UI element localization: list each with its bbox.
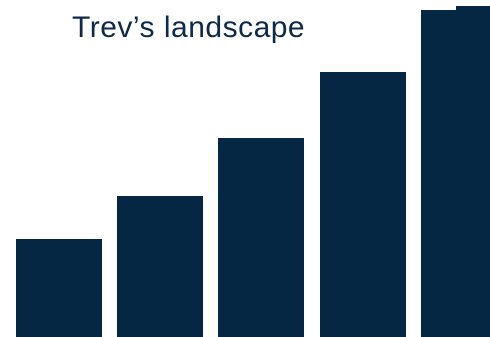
bar-3 — [218, 138, 304, 337]
title: Trev’s landscape — [72, 11, 306, 44]
bar-5 — [421, 10, 490, 337]
bar-2 — [117, 196, 203, 337]
bar-5-top-tab — [456, 6, 490, 14]
bar-4 — [320, 72, 406, 337]
bar-1 — [16, 239, 102, 337]
